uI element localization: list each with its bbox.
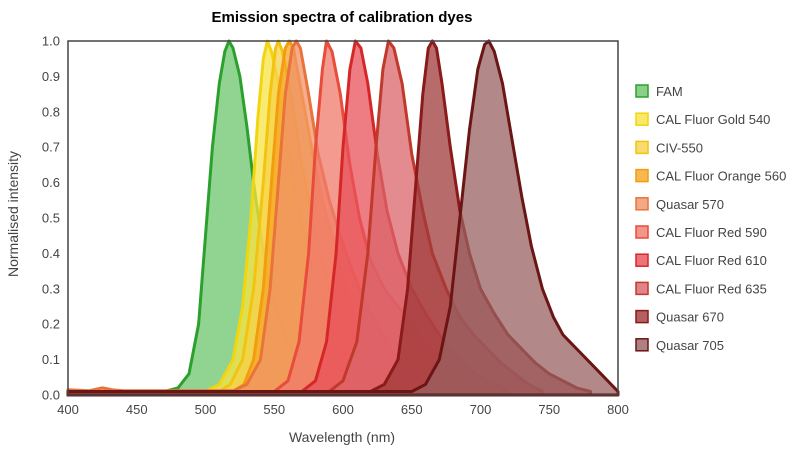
legend-label: CAL Fluor Orange 560 bbox=[656, 169, 786, 184]
legend-swatch bbox=[635, 168, 649, 183]
legend-swatch bbox=[635, 197, 649, 211]
chart-title: Emission spectra of calibration dyes bbox=[212, 9, 473, 26]
x-tick-label: 650 bbox=[401, 402, 423, 417]
legend-swatch bbox=[635, 140, 649, 155]
x-tick-label: 700 bbox=[470, 402, 492, 417]
plot-frame bbox=[67, 40, 619, 396]
x-tick-labels: 400 450 500 550 600 650 700 750 800 bbox=[57, 402, 629, 417]
y-tick-label: 0.3 bbox=[42, 281, 60, 296]
legend-label: CAL Fluor Red 610 bbox=[656, 253, 767, 268]
x-tick-label: 550 bbox=[263, 402, 285, 417]
legend-label: CAL Fluor Gold 540 bbox=[656, 112, 770, 127]
x-tick-label: 600 bbox=[332, 402, 354, 417]
legend-item: Quasar 670 bbox=[635, 309, 724, 325]
legend-label: Quasar 670 bbox=[656, 310, 724, 325]
y-tick-label: 0.2 bbox=[42, 317, 60, 332]
y-tick-label: 0.8 bbox=[42, 104, 60, 119]
x-tick-label: 450 bbox=[126, 402, 148, 417]
legend-item: CAL Fluor Gold 540 bbox=[635, 112, 770, 127]
y-tick-label: 0.5 bbox=[42, 211, 60, 226]
x-tick-label: 750 bbox=[538, 402, 560, 417]
x-tick-label: 500 bbox=[195, 402, 217, 417]
y-tick-label: 0.1 bbox=[42, 352, 60, 367]
series-areas bbox=[66, 39, 620, 397]
legend-item: CIV-550 bbox=[635, 140, 703, 155]
series-area-9 bbox=[66, 39, 620, 397]
legend-item: Quasar 570 bbox=[635, 197, 724, 212]
legend-item: CAL Fluor Red 635 bbox=[635, 281, 767, 296]
legend-swatch bbox=[635, 112, 649, 126]
legend-item: CAL Fluor Red 610 bbox=[635, 253, 767, 268]
x-axis-label: Wavelength (nm) bbox=[289, 429, 395, 445]
legend-label: CAL Fluor Red 635 bbox=[656, 281, 767, 296]
legend-label: CAL Fluor Red 590 bbox=[656, 225, 767, 240]
y-tick-label: 0.9 bbox=[42, 69, 60, 84]
x-tick-label: 800 bbox=[607, 402, 629, 417]
legend-item: Quasar 705 bbox=[635, 338, 724, 353]
x-tick-label: 400 bbox=[57, 402, 79, 417]
legend-item: FAM bbox=[635, 84, 683, 99]
y-tick-label: 0.4 bbox=[42, 246, 60, 261]
y-tick-label: 1.0 bbox=[42, 34, 60, 49]
legend-swatch bbox=[635, 253, 649, 267]
legend-label: CIV-550 bbox=[656, 140, 703, 155]
legend-item: CAL Fluor Red 590 bbox=[635, 225, 767, 240]
legend-label: FAM bbox=[656, 84, 683, 99]
legend-label: Quasar 705 bbox=[656, 338, 724, 353]
y-tick-label: 0.6 bbox=[42, 175, 60, 190]
legend-item: CAL Fluor Orange 560 bbox=[635, 168, 786, 184]
y-tick-label: 0.7 bbox=[42, 140, 60, 155]
legend-swatch bbox=[635, 338, 649, 352]
legend-swatch bbox=[635, 225, 649, 239]
legend-swatch bbox=[635, 84, 649, 98]
legend-swatch bbox=[635, 309, 649, 324]
y-tick-label: 0.0 bbox=[42, 388, 60, 403]
y-tick-labels: 0.0 0.1 0.2 0.3 0.4 0.5 0.6 0.7 0.8 0.9 1.0 bbox=[42, 34, 60, 403]
legend-label: Quasar 570 bbox=[656, 197, 724, 212]
y-axis-label: Normalised intensity bbox=[5, 151, 21, 277]
legend-swatch bbox=[635, 281, 649, 296]
legend: FAM CAL Fluor Gold 540 CIV-550 CAL Fluor Or… bbox=[635, 84, 786, 353]
